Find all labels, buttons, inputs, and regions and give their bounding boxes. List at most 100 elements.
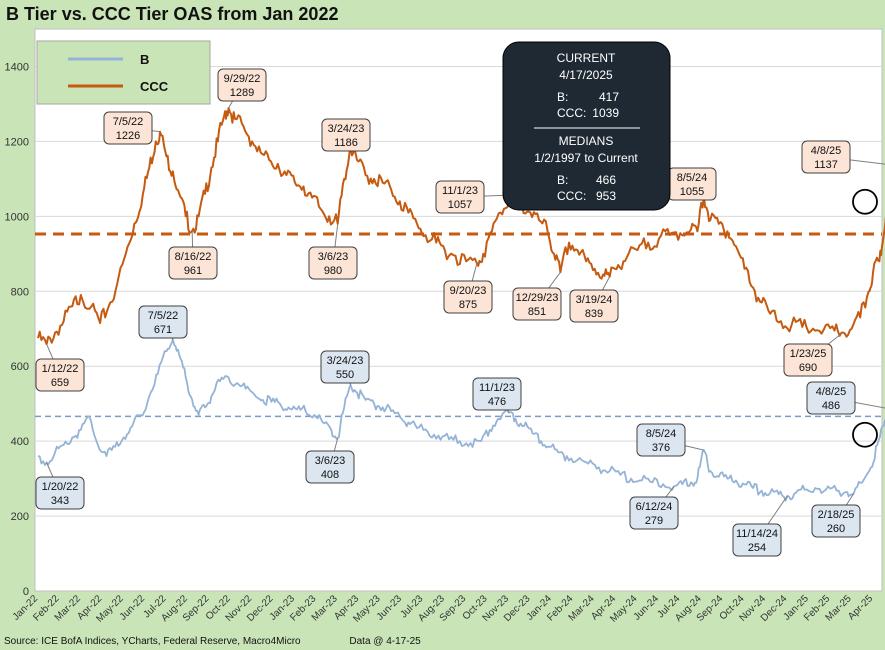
median-b-value: 466 [596, 173, 616, 187]
callout-box [103, 111, 153, 145]
x-tick-label: Apr-25 [846, 593, 875, 622]
y-tick-label: 1400 [5, 61, 29, 73]
chart-title: B Tier vs. CCC Tier OAS from Jan 2022 [6, 4, 339, 24]
callout-date: 11/14/24 [736, 528, 778, 540]
callout-box [636, 423, 686, 457]
callout-box [806, 381, 856, 415]
ccc-endpoint-circle [852, 188, 878, 215]
callout-box [35, 476, 85, 510]
callout-box [35, 358, 85, 392]
annotation-callout: 11/14/24 254 [732, 495, 788, 557]
b-endpoint-circle [852, 421, 878, 448]
callout-date: 4/8/25 [816, 386, 847, 398]
callout-value: 1137 [814, 159, 838, 171]
annotation-callout: 7/5/22 671 [138, 305, 188, 340]
x-tick-label: Jun-22 [118, 593, 148, 623]
annotation-callout: 8/16/22 961 [168, 230, 218, 280]
callout-box [305, 450, 355, 484]
annotation-callout: 1/23/25 690 [783, 332, 844, 377]
legend-label-b: B [140, 52, 149, 67]
median-b-label: B: [557, 173, 568, 187]
callout-box [472, 377, 522, 411]
info-box-panel [502, 41, 671, 211]
annotation-callout: 2/18/25 260 [811, 493, 861, 538]
legend-box [36, 40, 211, 105]
annotation-callout: 11/1/23 1057 [435, 180, 514, 214]
callout-box [783, 343, 833, 377]
callout-box [443, 280, 493, 314]
y-tick-label: 200 [11, 511, 29, 523]
annotation-callout: 11/1/23 476 [472, 377, 522, 413]
callout-box [629, 496, 679, 530]
callout-value: 1057 [448, 199, 472, 211]
callout-date: 8/16/22 [175, 251, 212, 263]
callout-box [217, 68, 267, 102]
callout-value: 875 [459, 299, 477, 311]
callout-value: 671 [154, 324, 172, 336]
annotation-callout: 3/6/23 980 [308, 223, 358, 280]
x-tick-label: Jun-24 [632, 593, 662, 623]
current-ccc-value: 1039 [592, 106, 619, 120]
annotation-callout: 6/12/24 279 [629, 486, 679, 530]
annotation-callout: 12/29/23 851 [512, 271, 562, 321]
callout-box [435, 180, 485, 214]
callout-date: 11/1/23 [442, 185, 478, 197]
callout-date: 6/12/24 [636, 501, 673, 513]
callout-value: 1186 [334, 137, 358, 149]
callout-value: 851 [528, 306, 546, 318]
annotation-callout: 3/6/23 408 [305, 438, 355, 484]
callout-date: 12/29/23 [516, 292, 559, 304]
medians-range: 1/2/1997 to Current [534, 151, 638, 165]
info-box: CURRENT 4/17/2025 B: 417 CCC: 1039 MEDIANS 1/2/… [502, 41, 671, 211]
callout-box [138, 305, 188, 339]
annotation-callout: 3/19/24 839 [569, 276, 619, 323]
annotation-callout: 4/8/25 486 [806, 381, 885, 415]
source-text: Source: ICE BofA Indices, YCharts, Feder… [4, 636, 301, 647]
median-ccc-value: 953 [596, 189, 616, 203]
callout-value: 476 [488, 396, 506, 408]
y-tick-label: 600 [11, 361, 29, 373]
callout-box [308, 246, 358, 280]
y-tick-label: 400 [11, 436, 29, 448]
callout-box [321, 118, 371, 152]
current-header: CURRENT [557, 51, 616, 65]
annotation-callout: 3/24/23 1186 [321, 118, 371, 152]
callout-date: 4/8/25 [811, 145, 842, 157]
callout-value: 961 [184, 265, 202, 277]
callout-date: 3/6/23 [315, 455, 346, 467]
callout-date: 2/18/25 [818, 509, 855, 521]
callout-box [320, 350, 370, 384]
callout-date: 1/12/22 [42, 363, 79, 375]
callout-date: 3/24/23 [328, 123, 365, 135]
callout-date: 3/24/23 [327, 355, 364, 367]
current-b-value: 417 [599, 90, 619, 104]
callout-value: 279 [645, 515, 663, 527]
callout-date: 3/19/24 [576, 294, 613, 306]
callout-date: 11/1/23 [479, 382, 515, 394]
callout-value: 550 [336, 369, 354, 381]
callout-value: 659 [51, 377, 69, 389]
current-b-label: B: [557, 90, 568, 104]
annotation-callout: 9/20/23 875 [443, 263, 493, 314]
y-tick-label: 1000 [5, 211, 29, 223]
callout-value: 376 [652, 442, 670, 454]
current-ccc-label: CCC: [557, 106, 586, 120]
callout-value: 408 [321, 469, 339, 481]
callout-value: 254 [748, 542, 766, 554]
callout-date: 9/20/23 [450, 285, 487, 297]
annotation-callout: 1/12/22 659 [35, 343, 85, 392]
callout-date: 7/5/22 [113, 116, 144, 128]
callout-date: 9/29/22 [224, 73, 261, 85]
callout-value: 260 [827, 523, 845, 535]
as-of-text: Data @ 4-17-25 [349, 636, 421, 647]
callout-box [168, 246, 218, 280]
y-tick-label: 800 [11, 286, 29, 298]
legend: B CCC [36, 40, 211, 105]
callout-date: 1/20/22 [42, 481, 79, 493]
annotation-callout: 7/5/22 1226 [103, 111, 161, 145]
callout-date: 1/23/25 [790, 348, 827, 360]
x-tick-label: Jun-23 [375, 593, 405, 623]
annotation-callout: 3/24/23 550 [320, 350, 370, 386]
callout-value: 486 [822, 400, 840, 412]
